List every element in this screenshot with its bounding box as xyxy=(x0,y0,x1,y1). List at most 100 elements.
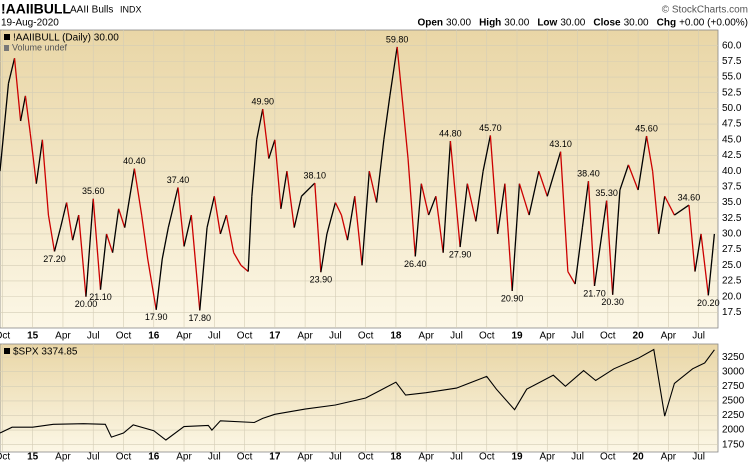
value-label: 35.30 xyxy=(595,188,618,198)
price-segment xyxy=(161,227,169,260)
price-segment xyxy=(247,196,253,272)
price-segment xyxy=(251,139,258,197)
price-segment xyxy=(475,171,484,222)
price-segment xyxy=(674,204,690,216)
price-segment xyxy=(13,58,22,122)
price-segment xyxy=(651,171,660,234)
price-segment xyxy=(511,183,521,292)
x-tick-label: Oct xyxy=(600,452,616,463)
symbol-name: AAII Bulls xyxy=(70,5,113,16)
price-segment xyxy=(177,187,185,247)
x-tick-label: Oct xyxy=(479,452,495,463)
price-segment xyxy=(559,151,569,272)
price-segment xyxy=(262,108,270,159)
price-segment xyxy=(402,108,409,159)
y-tick-label: 60.0 xyxy=(722,40,742,51)
x-tick-label: Apr xyxy=(297,452,313,463)
price-segment xyxy=(314,183,322,273)
price-segment xyxy=(240,264,249,273)
price-segment xyxy=(368,171,378,203)
price-segment xyxy=(428,196,437,216)
quote-label: High xyxy=(479,18,501,29)
price-segment xyxy=(320,233,328,273)
price-segment xyxy=(301,182,316,197)
value-label: 20.20 xyxy=(697,298,720,308)
price-segment xyxy=(133,168,143,216)
y-tick-label: 3250 xyxy=(722,352,745,363)
y-tick-label: 2750 xyxy=(722,381,745,392)
date: 19-Aug-2020 xyxy=(1,18,59,29)
y-tick-label: 57.5 xyxy=(722,56,742,67)
quote-value: +0.00 (+0.00%) xyxy=(679,18,748,29)
price-segment xyxy=(711,233,716,260)
value-label: 26.40 xyxy=(404,259,427,269)
price-segment xyxy=(141,214,149,260)
y-tick-label: 22.5 xyxy=(722,276,742,287)
price-segment xyxy=(459,183,469,248)
x-tick-label: Jul xyxy=(692,452,705,463)
legend-swatch xyxy=(4,34,10,40)
price-segment xyxy=(707,258,713,296)
price-segment xyxy=(442,141,452,253)
price-segment xyxy=(293,196,303,228)
y-tick-label: 2500 xyxy=(722,396,745,407)
value-label: 40.40 xyxy=(123,156,146,166)
y-tick-label: 52.5 xyxy=(722,87,742,98)
x-tick-label: 19 xyxy=(511,331,523,342)
x-tick-label: 15 xyxy=(27,331,39,342)
y-tick-label: 55.0 xyxy=(722,72,742,83)
x-tick-label: Jul xyxy=(87,452,100,463)
x-tick-label: 18 xyxy=(390,331,402,342)
x-tick-label: Jul xyxy=(692,331,705,342)
quote-value: 30.00 xyxy=(446,18,471,29)
price-segment xyxy=(47,214,56,252)
x-tick-label: Apr xyxy=(418,331,434,342)
x-tick-label: Oct xyxy=(479,331,495,342)
price-segment xyxy=(167,187,179,228)
value-label: 23.90 xyxy=(310,275,333,285)
price-segment xyxy=(85,198,94,297)
quote-label: Open xyxy=(417,18,443,29)
quote-label: Low xyxy=(537,18,557,29)
quote-label: Close xyxy=(593,18,621,29)
price-segment xyxy=(518,183,530,216)
price-segment xyxy=(619,164,630,191)
price-segment xyxy=(496,183,506,234)
value-label: 21.10 xyxy=(89,292,112,302)
y-tick-label: 25.0 xyxy=(722,260,742,271)
y-tick-label: 27.5 xyxy=(722,244,742,255)
value-label: 17.90 xyxy=(145,312,168,322)
price-segment xyxy=(147,258,157,310)
price-segment xyxy=(19,95,27,122)
x-tick-label: Apr xyxy=(661,452,677,463)
value-label: 38.10 xyxy=(304,170,327,180)
price-segment xyxy=(334,202,343,216)
x-tick-label: Oct xyxy=(600,331,616,342)
value-label: 27.20 xyxy=(43,254,66,264)
price-segment xyxy=(190,215,201,311)
x-tick-label: Oct xyxy=(237,331,253,342)
price-segment xyxy=(664,195,675,216)
x-tick-label: 20 xyxy=(633,452,645,463)
price-segment xyxy=(0,120,6,172)
price-segment xyxy=(99,233,108,290)
y-tick-label: 17.5 xyxy=(722,307,742,318)
price-segment xyxy=(538,170,548,197)
x-tick-label: Jul xyxy=(208,452,221,463)
price-segment xyxy=(612,189,621,295)
y-tick-label: 45.0 xyxy=(722,134,742,145)
y-tick-label: 50.0 xyxy=(722,103,742,114)
price-segment xyxy=(53,227,62,252)
price-segment xyxy=(528,171,540,216)
price-segment xyxy=(7,58,16,84)
price-segment xyxy=(268,139,276,159)
y-tick-label: 40.0 xyxy=(722,166,742,177)
price-segment xyxy=(587,181,596,287)
price-segment xyxy=(694,233,702,272)
x-tick-label: Oct xyxy=(0,331,10,342)
y-tick-label: 2250 xyxy=(722,410,745,421)
x-tick-label: 16 xyxy=(148,452,160,463)
value-label: 43.10 xyxy=(549,139,572,149)
x-tick-label: Apr xyxy=(539,452,555,463)
x-tick-label: Jul xyxy=(450,331,463,342)
